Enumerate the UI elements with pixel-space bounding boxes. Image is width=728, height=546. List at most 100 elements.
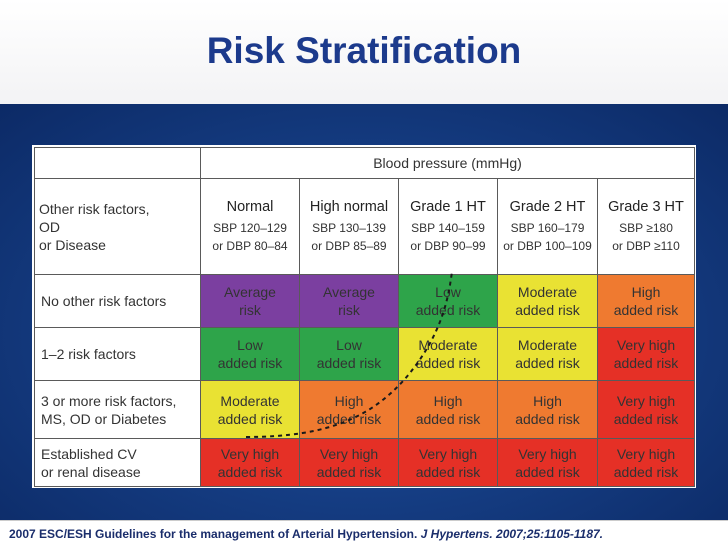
row-label-line: No other risk factors [41,293,167,309]
risk-cell-line: High [631,284,661,300]
risk-cell-line: risk [239,302,261,318]
risk-cell-line: added risk [217,463,283,480]
column-range: or DBP ≥110 [612,238,680,253]
risk-cell-line: Very high [518,445,577,462]
risk-cell-line: added risk [613,302,679,318]
risk-cell-line: Low [336,337,362,353]
risk-cell: High added risk [398,380,498,439]
table-row: No other risk factors Average risk Averag… [34,274,695,328]
column-range: or DBP 100–109 [503,238,592,253]
risk-cell-line: risk [338,302,360,318]
risk-cell-line: Moderate [418,337,478,353]
risk-cell-line: Very high [616,392,676,409]
row-label-line: or renal disease [41,463,141,480]
slide-title: Risk Stratification [206,30,522,71]
column-range: or DBP 80–84 [212,238,288,253]
risk-cell: Moderate added risk [497,274,598,328]
row-label: 3 or more risk factors, MS, OD or Diabet… [34,380,201,439]
row-label: Established CV or renal disease [34,438,201,487]
column-range: SBP 160–179 [510,220,585,235]
column-header-high-normal: High normal SBP 130–139 or DBP 85–89 [299,178,399,275]
title-bar: Risk Stratification [0,0,728,104]
risk-cell: Moderate added risk [497,327,598,381]
column-range: SBP 130–139 [312,220,386,235]
row-label-line: Established CV [41,445,137,462]
row-label-line: 1–2 risk factors [41,346,136,362]
row-label: 1–2 risk factors [34,327,201,381]
risk-cell-line: Very high [319,445,379,462]
risk-cell-line: Very high [418,445,478,462]
risk-cell-line: added risk [613,410,679,427]
risk-cell: Very high added risk [299,438,399,487]
column-range: SBP ≥180 [619,220,673,235]
table-row: 3 or more risk factors, MS, OD or Diabet… [34,380,695,439]
column-range: or DBP 90–99 [410,238,486,253]
table-row: Established CV or renal disease Very hig… [34,438,695,487]
column-header-grade2: Grade 2 HT SBP 160–179 or DBP 100–109 [497,178,598,275]
risk-cell: Very high added risk [597,438,695,487]
corner-label: Other risk factors, OD or Disease [34,178,201,275]
risk-cell-line: added risk [515,410,580,427]
risk-cell-line: added risk [415,302,481,318]
risk-cell-line: added risk [217,410,283,427]
risk-cell: Low added risk [398,274,498,328]
risk-cell: Moderate added risk [200,380,300,439]
risk-cell: Low added risk [299,327,399,381]
risk-cell-line: added risk [515,355,580,371]
risk-cell-line: added risk [515,463,580,480]
column-name: Normal [226,198,274,215]
risk-cell-line: added risk [415,463,481,480]
citation-text: 2007 ESC/ESH Guidelines for the manageme… [9,527,421,541]
risk-cell: High added risk [299,380,399,439]
risk-cell-line: added risk [415,355,481,371]
table-corner-blank [34,147,201,179]
risk-cell-line: High [433,392,463,409]
risk-cell-line: added risk [613,355,679,371]
risk-cell: Very high added risk [597,327,695,381]
risk-cell: Very high added risk [597,380,695,439]
risk-cell: Very high added risk [497,438,598,487]
bp-header: Blood pressure (mmHg) [200,147,695,179]
risk-cell-line: added risk [217,355,283,371]
column-name: Grade 2 HT [509,198,586,215]
risk-cell-line: added risk [415,410,481,427]
column-name: High normal [309,198,389,215]
table-row: 1–2 risk factors Low added risk Low added … [34,327,695,381]
column-range: or DBP 85–89 [311,238,387,253]
column-header-grade3: Grade 3 HT SBP ≥180 or DBP ≥110 [597,178,695,275]
corner-line: or Disease [39,236,106,253]
citation: 2007 ESC/ESH Guidelines for the manageme… [0,520,728,546]
risk-cell-line: Moderate [220,392,280,409]
risk-table-panel: Blood pressure (mmHg) Other risk factors… [32,145,696,488]
risk-cell-line: Average [323,284,375,300]
risk-cell-line: Average [224,284,276,300]
column-range: SBP 120–129 [213,220,287,235]
row-label-line: MS, OD or Diabetes [41,410,167,427]
risk-cell: Low added risk [200,327,300,381]
column-range: SBP 140–159 [411,220,485,235]
row-label-line: 3 or more risk factors, [41,392,177,409]
risk-cell: High added risk [597,274,695,328]
risk-cell-line: added risk [613,463,679,480]
column-name: Grade 1 HT [410,198,486,215]
risk-cell-line: added risk [515,302,580,318]
risk-cell-line: High [533,392,562,409]
risk-cell-line: added risk [316,355,382,371]
column-name: Grade 3 HT [608,198,684,215]
risk-cell: Very high added risk [200,438,300,487]
risk-cell: Very high added risk [398,438,498,487]
column-header-grade1: Grade 1 HT SBP 140–159 or DBP 90–99 [398,178,498,275]
row-label: No other risk factors [34,274,201,328]
risk-cell: Moderate added risk [398,327,498,381]
risk-cell-line: Very high [616,337,676,353]
risk-cell: Average risk [200,274,300,328]
risk-cell-line: Moderate [517,337,578,353]
risk-cell-line: added risk [316,410,382,427]
column-header-normal: Normal SBP 120–129 or DBP 80–84 [200,178,300,275]
risk-cell-line: added risk [316,463,382,480]
risk-cell-line: Low [237,337,263,353]
corner-line: OD [39,218,60,235]
risk-cell: Average risk [299,274,399,328]
risk-cell: High added risk [497,380,598,439]
risk-cell-line: Very high [616,445,676,462]
